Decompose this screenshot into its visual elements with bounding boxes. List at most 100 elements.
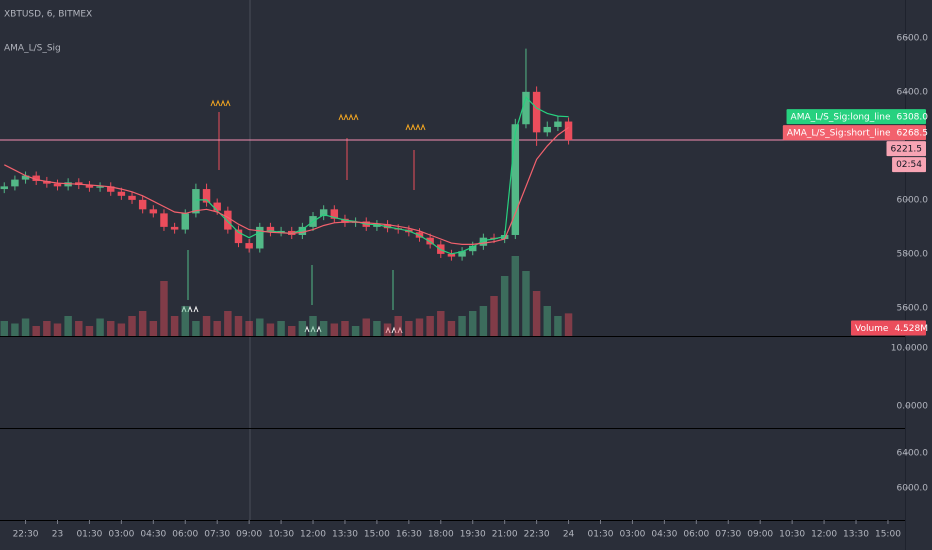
x-tick-label: 18:00: [428, 530, 454, 540]
badge-label: AMA_L/S_Sig:long_line: [791, 112, 891, 122]
badge-label: Volume: [855, 324, 889, 334]
candle-body: [224, 210, 232, 230]
candle-body: [554, 121, 562, 127]
candle-body: [511, 124, 520, 235]
candle-body: [383, 224, 392, 229]
candle-body: [21, 175, 30, 180]
plot-area: 6600.0 6400.0 6000.0 5800.0 5600.0 10.0000 0.0…: [0, 33, 929, 540]
indicator-line: [195, 96, 569, 255]
badge-text: AMA_L/S_Sig:long_line 6308.0: [791, 112, 929, 122]
volume-bar: [415, 318, 424, 336]
candle-body: [170, 226, 179, 230]
candle-body: [149, 209, 158, 214]
x-tick-label: 19:30: [460, 530, 486, 540]
candle-body: [256, 226, 264, 249]
sell-signal: [405, 123, 426, 131]
buy-signal: [181, 305, 199, 313]
volume-bar: [394, 316, 402, 336]
candle-body: [181, 213, 189, 230]
volume-bar: [107, 321, 115, 336]
candle-body: [277, 230, 285, 233]
volume-bar: [522, 271, 530, 336]
badge-background: [782, 125, 926, 141]
volume-bar: [21, 318, 30, 336]
x-tick-label: 15:00: [875, 530, 901, 540]
volume-bar: [564, 313, 573, 336]
candle-body: [500, 234, 509, 240]
y-tick-label: 5800.0: [897, 249, 929, 259]
x-tick-label: 10:30: [779, 530, 805, 540]
sell-signal: [210, 99, 231, 107]
candle-body: [490, 237, 498, 240]
volume-bar: [309, 316, 317, 336]
volume-bar: [543, 306, 551, 336]
badge-text: 6221.5: [891, 144, 923, 154]
volume-bar: [149, 321, 158, 336]
y-tick-label: 6400.0: [897, 448, 929, 458]
candle-body: [64, 182, 72, 187]
volume-bar: [362, 318, 370, 336]
candle-body: [266, 226, 275, 233]
x-tick-label: 13:30: [332, 530, 358, 540]
x-tick-label: 22:30: [13, 530, 39, 540]
x-tick-label: 03:00: [108, 530, 134, 540]
x-tick-label: 04:30: [140, 530, 166, 540]
volume-bar: [64, 316, 72, 336]
x-tick-label: 16:30: [396, 530, 422, 540]
candle-body: [53, 183, 62, 187]
volume-bar: [500, 276, 509, 336]
candle-body: [245, 243, 253, 249]
volume-bar: [405, 321, 413, 336]
volume-bar: [490, 296, 498, 336]
candle-body: [192, 189, 200, 214]
x-tick-label: 04:30: [651, 530, 677, 540]
x-tick-label: 13:30: [843, 530, 869, 540]
x-tick-label: 06:00: [683, 530, 709, 540]
volume-bar: [447, 321, 456, 336]
buy-signal: [304, 325, 322, 333]
badge-label: AMA_L/S_Sig:short_line: [787, 128, 891, 138]
candle-body: [11, 179, 19, 187]
volume-bar: [479, 306, 488, 336]
candle-body: [479, 237, 488, 246]
volume-bar: [96, 318, 104, 336]
sell-signal: [338, 113, 359, 121]
candle-body: [213, 202, 221, 211]
volume-bar: [170, 316, 179, 336]
candle-body: [138, 199, 147, 210]
price-badge: AMA_L/S_Sig:short_line 6268.5: [782, 125, 928, 141]
volume-bar: [511, 256, 520, 336]
x-tick-label: 07:30: [715, 530, 741, 540]
volume-bar: [53, 323, 62, 336]
candle-body: [32, 175, 40, 181]
candle-body: [107, 186, 115, 192]
x-tick-label: 09:00: [747, 530, 773, 540]
volume-bar: [245, 321, 253, 336]
price-badge: AMA_L/S_Sig:long_line 6308.0: [786, 109, 929, 125]
candle-body: [96, 186, 104, 188]
y-tick-label: 6600.0: [897, 33, 929, 43]
y-tick-label: 6000.0: [897, 195, 929, 205]
volume-bar: [458, 316, 466, 336]
badge-label: 6308.0: [897, 112, 929, 122]
candle-body: [469, 245, 477, 252]
volume-bar: [532, 291, 541, 336]
countdown-text: 02:54: [896, 160, 922, 170]
candle-body: [128, 195, 136, 200]
candle-body: [117, 191, 126, 196]
volume-bar: [0, 321, 8, 336]
volume-bar: [277, 321, 285, 336]
volume-bar: [128, 316, 136, 336]
x-tick-label: 15:00: [364, 530, 390, 540]
volume-bar: [234, 316, 243, 336]
candle-body: [0, 186, 8, 190]
volume-bar: [160, 281, 168, 336]
x-tick-label: 07:30: [204, 530, 230, 540]
volume-bar: [213, 321, 221, 336]
volume-bar: [383, 323, 392, 336]
badge-label: 6221.5: [891, 144, 923, 154]
candle-body: [543, 126, 551, 133]
indicator-line: [4, 126, 569, 245]
